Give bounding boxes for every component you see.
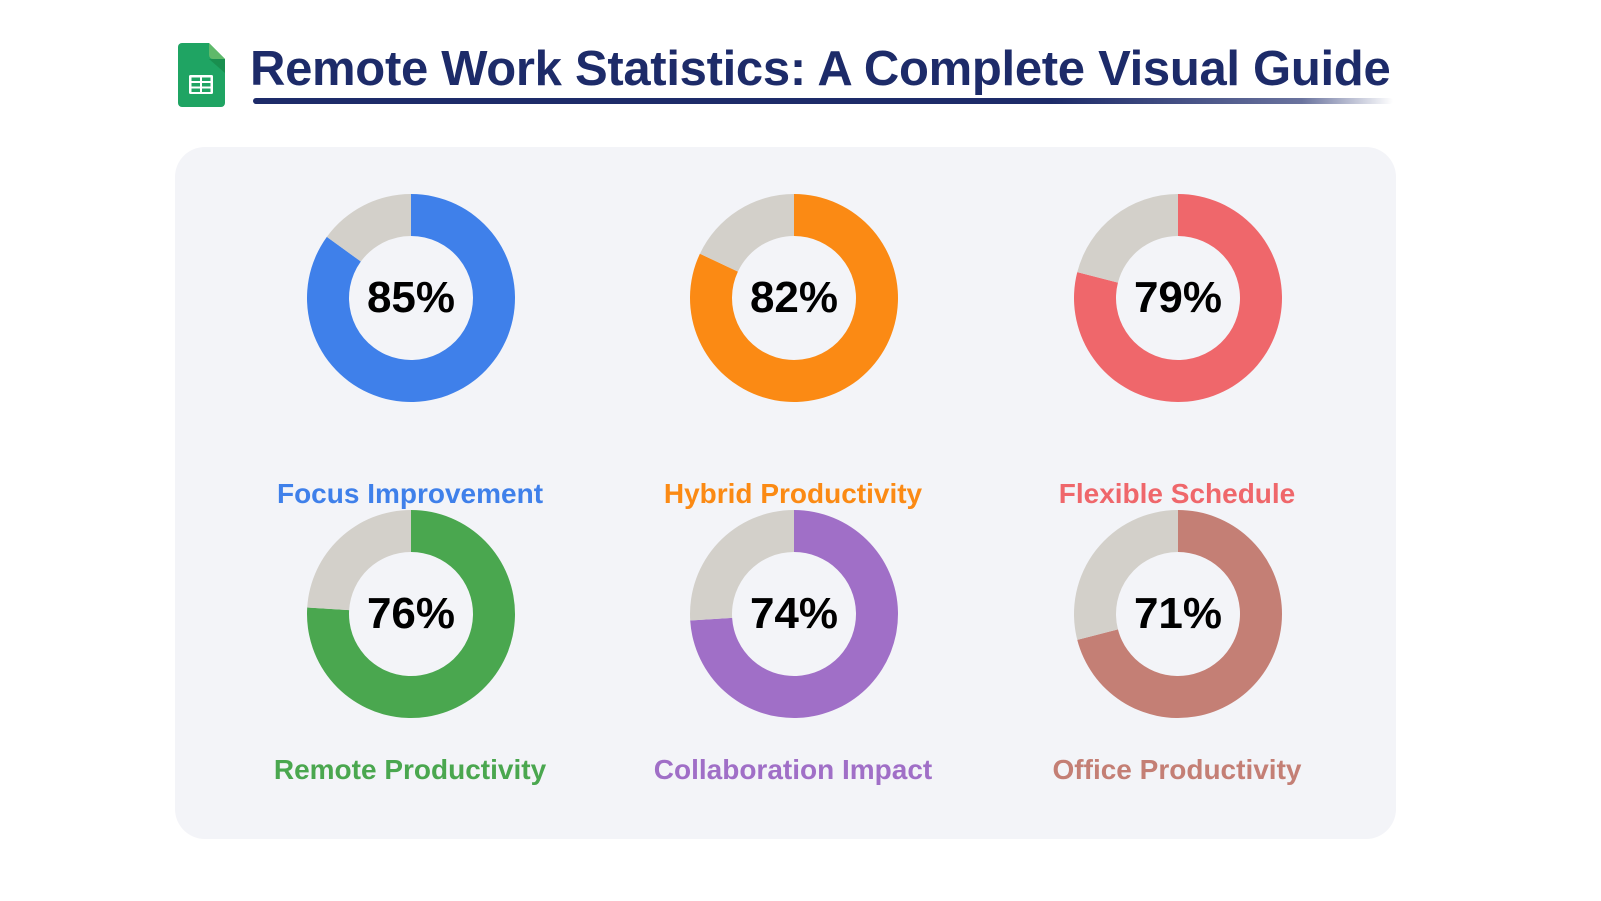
page-title: Remote Work Statistics: A Complete Visua…: [250, 42, 1391, 96]
stat-office-productivity: 71% Office Productivity: [977, 509, 1377, 809]
stat-label: Focus Improvement: [276, 478, 544, 509]
donut-remainder-segment: [1074, 510, 1178, 640]
percentage-value: 76%: [366, 589, 456, 638]
stat-label: Remote Productivity: [273, 754, 547, 785]
percentage-value: 74%: [749, 589, 839, 638]
percentage-value: 79%: [1133, 273, 1223, 322]
donut-value-segment: [1074, 194, 1282, 402]
donut-chart: 71%: [1073, 509, 1283, 719]
donut-chart: 74%: [689, 509, 899, 719]
donut-value-segment: [307, 194, 515, 402]
stat-focus-improvement: 85% Focus Improvement: [210, 193, 610, 509]
donut-chart: 79%: [1073, 193, 1283, 403]
stat-flexible-schedule: 79% Flexible Schedule: [977, 193, 1377, 509]
percentage-value: 85%: [366, 273, 456, 322]
stat-label: Hybrid Productivity: [663, 478, 923, 509]
stat-label: Office Productivity: [1052, 754, 1302, 785]
percentage-value: 71%: [1133, 589, 1223, 638]
donut-remainder-segment: [326, 194, 411, 262]
donut-chart: 82%: [689, 193, 899, 403]
donut-remainder-segment: [690, 510, 794, 621]
donut-chart: 85%: [306, 193, 516, 403]
donut-remainder-segment: [1077, 194, 1178, 283]
header: Remote Work Statistics: A Complete Visua…: [178, 40, 1398, 110]
donut-chart: 76%: [306, 509, 516, 719]
stat-label: Flexible Schedule: [1058, 478, 1296, 509]
stat-collaboration-impact: 74% Collaboration Impact: [593, 509, 993, 809]
stat-label: Collaboration Impact: [653, 754, 933, 785]
stats-card: 85% Focus Improvement 82% Hybrid Product…: [175, 147, 1396, 839]
title-underline: [253, 98, 1393, 104]
donut-value-segment: [1077, 510, 1282, 718]
donut-remainder-segment: [699, 194, 794, 272]
donut-remainder-segment: [307, 510, 411, 611]
google-sheets-icon: [178, 43, 225, 107]
percentage-value: 82%: [749, 273, 839, 322]
stat-hybrid-productivity: 82% Hybrid Productivity: [593, 193, 993, 509]
donut-value-segment: [690, 194, 898, 402]
donut-value-segment: [307, 510, 515, 718]
donut-value-segment: [690, 510, 898, 718]
stat-remote-productivity: 76% Remote Productivity: [210, 509, 610, 809]
